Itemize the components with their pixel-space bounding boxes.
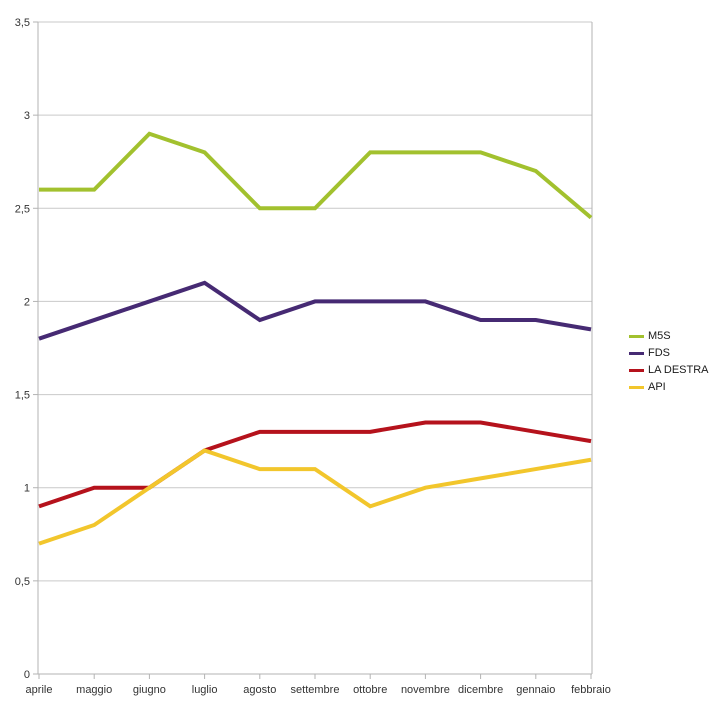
legend-swatch-api: [629, 386, 644, 389]
y-tick-label: 0: [24, 669, 30, 681]
legend-swatch-m5s: [629, 335, 644, 338]
x-tick-label: febbraio: [571, 684, 611, 696]
series-line-m5s: [39, 131, 593, 220]
y-tick-label: 0,5: [15, 576, 30, 588]
legend-item-fds: FDS: [629, 345, 709, 362]
x-tick-label: agosto: [243, 684, 276, 696]
x-tick-label: gennaio: [516, 684, 555, 696]
legend-label: FDS: [648, 347, 670, 359]
legend: M5S FDS LA DESTRA API: [629, 328, 709, 396]
x-tick-label: novembre: [401, 684, 450, 696]
y-tick-label: 1,5: [15, 390, 30, 402]
legend-label: M5S: [648, 330, 671, 342]
y-tick-label: 2,5: [15, 203, 30, 215]
y-tick-label: 1: [24, 483, 30, 495]
series-line-la-destra: [38, 420, 592, 509]
x-tick-label: luglio: [192, 684, 218, 696]
x-tick-label: aprile: [26, 684, 53, 696]
legend-swatch-la-destra: [629, 369, 644, 372]
x-tick-label: ottobre: [353, 684, 387, 696]
legend-label: LA DESTRA: [648, 364, 709, 376]
legend-item-api: API: [629, 379, 709, 396]
legend-item-m5s: M5S: [629, 328, 709, 345]
series-line-api: [38, 448, 592, 546]
x-tick-label: settembre: [291, 684, 340, 696]
y-tick-label: 2: [24, 296, 30, 308]
x-tick-label: giugno: [133, 684, 166, 696]
y-tick-label: 3: [24, 110, 30, 122]
x-tick-label: dicembre: [458, 684, 503, 696]
series-line-fds: [38, 280, 592, 341]
legend-item-la-destra: LA DESTRA: [629, 362, 709, 379]
y-tick-label: 3,5: [15, 17, 30, 29]
x-tick-label: maggio: [76, 684, 112, 696]
legend-swatch-fds: [629, 352, 644, 355]
legend-label: API: [648, 381, 666, 393]
